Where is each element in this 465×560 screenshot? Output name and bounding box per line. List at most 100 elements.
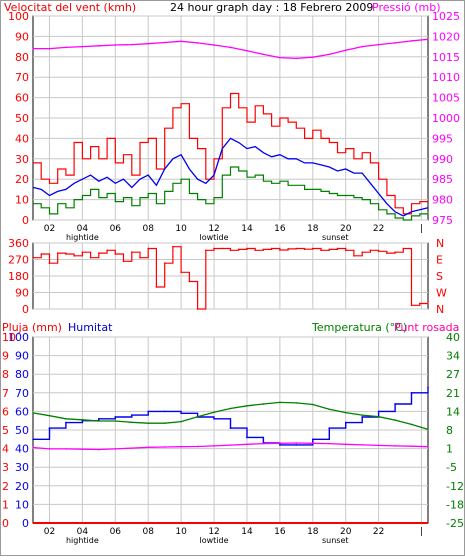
dewpoint-point xyxy=(98,448,100,451)
direction-point xyxy=(196,308,199,310)
temperature-point xyxy=(229,407,232,410)
x-tick-label: 20 xyxy=(340,527,352,537)
dewpoint-point xyxy=(361,444,363,446)
temperature-tick-label: 27 xyxy=(446,368,460,381)
x-tick-label: 06 xyxy=(110,224,122,234)
y-right-tick-label: 1005 xyxy=(432,92,460,105)
direction-point xyxy=(344,249,347,252)
pressure-point xyxy=(147,42,150,45)
temperature-tick-label: 8 xyxy=(446,424,453,437)
direction-point xyxy=(427,300,429,303)
dewpoint-point xyxy=(344,443,347,446)
dewpoint-point xyxy=(114,448,117,450)
direction-point xyxy=(147,247,150,250)
y-left-tick-label: 0 xyxy=(22,214,29,227)
dewpoint-point xyxy=(147,446,150,449)
humidity-tick-label: 0 xyxy=(22,517,29,530)
direction-point xyxy=(229,249,232,252)
dewpoint-point xyxy=(229,444,232,446)
y-right-tick-label: 1025 xyxy=(432,10,460,23)
rain-tick-label: 4 xyxy=(2,443,9,456)
series-average-line xyxy=(32,137,429,217)
temperature-tick-label: -25 xyxy=(446,517,464,530)
x-tick-label: 14 xyxy=(241,224,253,234)
x-tick-label: | xyxy=(420,527,423,537)
x-tick-label: 02 xyxy=(44,527,55,537)
compass-tick-label: N xyxy=(436,303,444,316)
direction-point xyxy=(205,249,207,252)
direction-point xyxy=(40,253,43,255)
direction-point xyxy=(262,248,265,251)
direction-point xyxy=(246,247,248,250)
y-left-tick-label: 10 xyxy=(15,194,29,207)
pressure-axis-title: Pressió (mb) xyxy=(372,1,441,14)
pressure-point xyxy=(427,38,429,41)
chart-panels: 0102030405060708090100975980985990995100… xyxy=(2,10,464,545)
pressure-point xyxy=(328,53,331,56)
temperature-point xyxy=(344,411,347,414)
pressure-point xyxy=(32,47,34,50)
humidity-point xyxy=(410,392,413,394)
dewpoint-point xyxy=(213,445,215,447)
x-tick-label: 04 xyxy=(77,527,89,537)
x-tick-label: 22 xyxy=(373,527,384,537)
y-right-tick-label: 1015 xyxy=(432,51,460,64)
x-marker-label-lowtide: lowtide xyxy=(200,536,229,545)
temperature-point xyxy=(65,418,67,420)
humidity-point xyxy=(344,421,347,424)
temperature-tick-label: -18 xyxy=(446,498,464,511)
direction-point xyxy=(386,252,388,254)
pressure-point xyxy=(98,44,100,47)
y-left-tick-label: 50 xyxy=(15,112,29,125)
humidity-point xyxy=(328,427,331,429)
pressure-point xyxy=(361,45,363,48)
direction-point xyxy=(303,248,306,251)
temperature-point xyxy=(213,411,215,414)
rain-tick-label: 7 xyxy=(2,387,9,400)
direction-point xyxy=(279,249,281,251)
dewpoint-point xyxy=(394,445,396,447)
temperature-tick-label: 21 xyxy=(446,387,460,400)
humidity-tick-label: 30 xyxy=(15,461,29,474)
y-left-tick-label: 270 xyxy=(8,254,29,267)
x-tick-label: 08 xyxy=(142,527,154,537)
dewpoint-point xyxy=(311,442,314,445)
pressure-point xyxy=(81,45,84,48)
x-tick-label: 12 xyxy=(208,224,219,234)
y-right-tick-label: 995 xyxy=(432,132,453,145)
pressure-point xyxy=(311,56,314,59)
temperature-tick-label: 1 xyxy=(446,443,453,456)
y-right-tick-label: 980 xyxy=(432,194,453,207)
x-tick-label: 18 xyxy=(307,527,319,537)
dewpoint-point xyxy=(65,448,67,450)
dewpoint-point xyxy=(48,448,51,450)
y-left-tick-label: 0 xyxy=(22,303,29,316)
direction-point xyxy=(81,251,84,253)
direction-point xyxy=(320,249,322,252)
temperature-point xyxy=(328,408,331,411)
x-tick-label: 18 xyxy=(307,224,319,234)
rain-tick-label: 1 xyxy=(2,498,9,511)
dewpoint-point xyxy=(196,445,199,448)
rain-tick-label: 6 xyxy=(2,405,9,418)
pressure-point xyxy=(394,42,396,44)
direction-point xyxy=(418,302,421,305)
dewpoint-point xyxy=(295,442,298,444)
humidity-point xyxy=(394,403,396,405)
direction-point xyxy=(328,248,331,251)
humidity-point xyxy=(377,410,380,413)
humidity-point xyxy=(65,421,67,424)
y-left-tick-label: 20 xyxy=(15,173,29,186)
series-gust-line xyxy=(33,92,428,215)
humidity-tick-label: 50 xyxy=(15,424,29,437)
humidity-tick-label: 20 xyxy=(15,480,29,493)
y-left-tick-label: 180 xyxy=(8,270,29,283)
direction-point xyxy=(361,251,363,253)
x-tick-label: 04 xyxy=(77,224,89,234)
direction-point xyxy=(122,260,125,263)
temperature-point xyxy=(279,401,281,404)
temperature-point xyxy=(311,403,314,406)
dewpoint-point xyxy=(279,442,281,445)
humidity-point xyxy=(427,386,429,389)
